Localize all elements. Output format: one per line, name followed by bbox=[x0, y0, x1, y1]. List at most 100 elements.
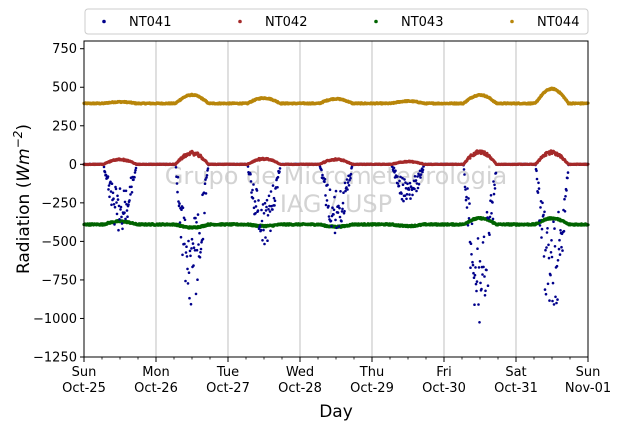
data-point bbox=[205, 176, 208, 179]
data-point bbox=[535, 177, 539, 181]
data-point bbox=[206, 167, 210, 170]
data-point bbox=[537, 181, 540, 185]
data-point bbox=[183, 242, 186, 246]
data-point bbox=[463, 185, 467, 189]
data-point bbox=[134, 166, 138, 170]
data-point bbox=[266, 239, 269, 242]
data-point bbox=[119, 205, 123, 209]
data-point bbox=[117, 228, 120, 232]
data-point bbox=[558, 253, 562, 256]
data-point bbox=[469, 242, 473, 245]
data-point bbox=[546, 227, 549, 230]
data-point bbox=[401, 176, 404, 180]
legend-frame bbox=[84, 8, 589, 35]
data-point bbox=[115, 212, 119, 216]
data-point bbox=[273, 204, 276, 207]
legend: NT041 NT042 NT043 NT044 bbox=[84, 8, 589, 35]
data-point bbox=[397, 184, 401, 188]
data-point bbox=[560, 245, 563, 249]
data-point bbox=[262, 228, 265, 232]
data-point bbox=[475, 289, 478, 293]
data-point bbox=[403, 178, 406, 181]
data-point bbox=[175, 182, 179, 185]
y-axis-label-main: Radiation ( bbox=[14, 182, 34, 274]
x-tick-label-day: Thu bbox=[359, 365, 384, 380]
data-point bbox=[405, 193, 409, 196]
data-point bbox=[118, 218, 121, 221]
data-point bbox=[333, 195, 336, 199]
data-point bbox=[262, 212, 266, 215]
data-point bbox=[541, 201, 544, 205]
data-point bbox=[270, 204, 273, 208]
data-point bbox=[483, 294, 487, 297]
data-point bbox=[123, 200, 127, 204]
data-point bbox=[252, 206, 256, 210]
data-point bbox=[328, 188, 332, 191]
data-point bbox=[477, 266, 481, 269]
data-point bbox=[188, 296, 191, 300]
data-point bbox=[349, 172, 353, 176]
data-point bbox=[562, 229, 566, 233]
data-point bbox=[539, 206, 542, 209]
data-point bbox=[535, 169, 538, 173]
data-point bbox=[187, 239, 190, 243]
data-point bbox=[178, 202, 181, 205]
data-point bbox=[134, 168, 137, 172]
data-point bbox=[464, 188, 467, 191]
data-point bbox=[338, 206, 341, 210]
data-point bbox=[268, 210, 272, 213]
data-point bbox=[109, 180, 112, 184]
data-point bbox=[554, 295, 557, 299]
data-point bbox=[566, 171, 570, 174]
data-point bbox=[184, 279, 187, 283]
x-tick-label-date: Oct-30 bbox=[422, 381, 466, 396]
data-point bbox=[117, 204, 121, 208]
data-point bbox=[177, 204, 181, 208]
data-point bbox=[396, 182, 400, 185]
x-tick-label-day: Sun bbox=[72, 365, 97, 380]
data-point bbox=[542, 213, 545, 217]
data-point bbox=[266, 214, 270, 217]
data-point bbox=[550, 255, 554, 259]
data-point bbox=[191, 242, 195, 245]
series-NT044 bbox=[82, 86, 590, 106]
data-point bbox=[338, 215, 342, 219]
data-point bbox=[337, 225, 341, 228]
y-tick-label: −750 bbox=[41, 273, 77, 288]
data-point bbox=[265, 205, 268, 209]
data-point bbox=[471, 260, 474, 264]
data-point bbox=[258, 224, 262, 227]
data-point bbox=[332, 208, 336, 212]
data-point bbox=[190, 247, 193, 250]
data-point bbox=[543, 288, 547, 291]
data-point bbox=[186, 282, 190, 285]
data-point bbox=[553, 227, 556, 230]
legend-label: NT044 bbox=[537, 15, 579, 30]
data-point bbox=[176, 175, 180, 179]
data-point bbox=[466, 187, 469, 190]
data-point bbox=[346, 188, 349, 191]
data-point bbox=[182, 216, 186, 220]
data-point bbox=[466, 224, 470, 227]
data-point bbox=[341, 207, 344, 211]
data-point bbox=[125, 203, 128, 206]
data-point bbox=[550, 239, 553, 242]
y-axis-label-exponent: −2 bbox=[11, 131, 25, 149]
data-point bbox=[468, 202, 471, 205]
data-point bbox=[474, 266, 477, 269]
data-point bbox=[259, 228, 263, 232]
data-point bbox=[473, 273, 477, 277]
data-point bbox=[349, 176, 352, 180]
data-point bbox=[112, 203, 116, 206]
data-point bbox=[475, 280, 479, 283]
data-point bbox=[265, 198, 269, 202]
data-point bbox=[407, 188, 411, 191]
data-point bbox=[555, 301, 558, 305]
data-point bbox=[107, 188, 110, 191]
data-point bbox=[273, 199, 277, 202]
x-tick-label-day: Sun bbox=[576, 365, 601, 380]
data-point bbox=[565, 189, 568, 192]
data-point bbox=[251, 188, 254, 192]
data-point bbox=[326, 183, 329, 187]
